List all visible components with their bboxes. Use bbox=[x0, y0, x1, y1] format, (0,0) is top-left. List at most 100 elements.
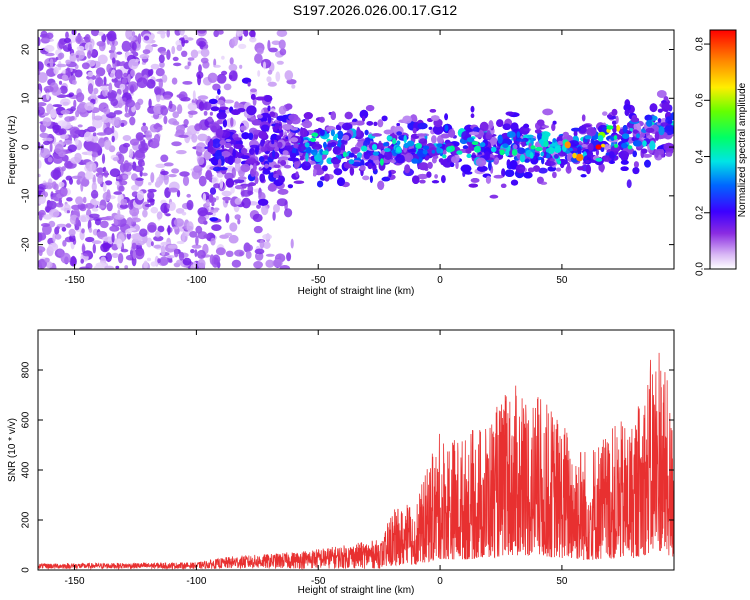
spectrogram-hotspot bbox=[502, 143, 509, 148]
spectrogram-y-label: Frequency (Hz) bbox=[7, 116, 18, 185]
spectrogram-blob bbox=[551, 123, 556, 131]
spectrogram-blob bbox=[52, 124, 62, 131]
spectrogram-blob bbox=[65, 31, 69, 39]
spectrogram-blob bbox=[160, 32, 166, 39]
spectrogram-blob bbox=[76, 45, 85, 51]
spectrogram-hotspot bbox=[557, 160, 562, 165]
spectrogram-blob bbox=[98, 137, 106, 148]
spectrogram-blob bbox=[92, 132, 97, 137]
spectrogram-x-tick-label: -100 bbox=[186, 275, 206, 286]
spectrogram-blob bbox=[90, 189, 99, 199]
spectrogram-blob bbox=[146, 79, 156, 89]
spectrogram-blob bbox=[139, 228, 148, 237]
spectrogram-blob bbox=[166, 49, 171, 60]
spectrogram-blob bbox=[517, 147, 526, 155]
spectrogram-blob bbox=[168, 259, 173, 263]
spectrogram-blob bbox=[404, 164, 411, 174]
spectrogram-blob bbox=[207, 146, 214, 153]
spectrogram-blob bbox=[141, 161, 145, 167]
spectrogram-hotspot bbox=[322, 150, 329, 155]
snr-y-tick-label: 600 bbox=[21, 411, 32, 428]
spectrogram-blob bbox=[159, 256, 169, 266]
spectrogram-blob bbox=[124, 112, 131, 118]
spectrogram-blob bbox=[250, 94, 256, 100]
spectrogram-blob bbox=[477, 165, 488, 172]
spectrogram-blob bbox=[580, 174, 587, 178]
spectrogram-blob bbox=[257, 198, 269, 206]
spectrogram-blob bbox=[429, 109, 437, 113]
spectrogram-blob bbox=[622, 125, 628, 133]
spectrogram-blob bbox=[168, 100, 173, 110]
spectrogram-hotspot bbox=[442, 154, 447, 159]
spectrogram-blob bbox=[197, 30, 206, 34]
spectrogram-hotspot bbox=[564, 141, 571, 149]
colorbar-tick-label: 0.8 bbox=[695, 37, 706, 51]
spectrogram-blob bbox=[75, 49, 85, 60]
spectrogram-blob bbox=[207, 116, 213, 122]
spectrogram-blob bbox=[221, 190, 232, 197]
spectrogram-blob bbox=[120, 248, 129, 253]
spectrogram-blob bbox=[293, 180, 305, 184]
spectrogram-blob bbox=[75, 54, 79, 59]
spectrogram-blob bbox=[90, 92, 97, 100]
spectrogram-blob bbox=[205, 170, 213, 181]
spectrogram-blob bbox=[94, 218, 102, 226]
spectrogram-blob bbox=[197, 258, 206, 269]
spectrogram-blob bbox=[667, 120, 673, 125]
spectrogram-blob bbox=[348, 152, 355, 158]
spectrogram-blob bbox=[272, 126, 278, 132]
spectrogram-blob bbox=[44, 44, 55, 53]
spectrogram-blob bbox=[265, 253, 275, 257]
spectrogram-blob bbox=[581, 144, 588, 148]
spectrogram-blob bbox=[516, 138, 527, 142]
spectrogram-blob bbox=[221, 144, 225, 149]
spectrogram-hotspot bbox=[422, 145, 430, 151]
spectrogram-blob bbox=[225, 178, 235, 188]
spectrogram-blob bbox=[250, 88, 257, 93]
spectrogram-x-tick-label: -50 bbox=[311, 275, 326, 286]
spectrogram-blob bbox=[103, 170, 109, 178]
spectrogram-blob bbox=[80, 179, 90, 187]
spectrogram-blob bbox=[253, 163, 257, 172]
snr-series-line bbox=[38, 352, 674, 570]
spectrogram-blob bbox=[92, 118, 103, 129]
spectrogram-blob bbox=[38, 173, 41, 178]
spectrogram-blob bbox=[396, 123, 401, 127]
spectrogram-blob bbox=[271, 139, 275, 145]
spectrogram-blob bbox=[363, 151, 371, 160]
spectrogram-blob bbox=[151, 44, 158, 47]
spectrogram-hotspot bbox=[511, 149, 518, 156]
spectrogram-x-label: Height of straight line (km) bbox=[298, 286, 415, 297]
spectrogram-blob bbox=[171, 45, 176, 55]
spectrogram-blob bbox=[197, 133, 208, 142]
spectrogram-blob bbox=[239, 64, 243, 69]
spectrogram-blob bbox=[441, 175, 446, 184]
spectrogram-blob bbox=[197, 74, 202, 86]
spectrogram-blob bbox=[154, 86, 162, 95]
spectrogram-hotspot bbox=[436, 143, 443, 148]
spectrogram-blob bbox=[438, 158, 444, 163]
spectrogram-blob bbox=[288, 113, 299, 121]
spectrogram-blob bbox=[356, 152, 363, 159]
spectrogram-blob bbox=[84, 34, 91, 43]
spectrogram-hotspot bbox=[642, 140, 647, 147]
spectrogram-blob bbox=[124, 265, 129, 269]
spectrogram-blob bbox=[168, 118, 178, 125]
spectrogram-blob bbox=[502, 123, 511, 130]
spectrogram-blob bbox=[166, 30, 170, 38]
spectrogram-blob bbox=[381, 115, 388, 122]
spectrogram-blob bbox=[150, 198, 155, 206]
spectrogram-blob bbox=[52, 104, 62, 108]
spectrogram-blob bbox=[290, 137, 299, 143]
spectrogram-blob bbox=[46, 200, 57, 210]
spectrogram-blob bbox=[464, 171, 473, 175]
spectrogram-blob bbox=[197, 231, 208, 240]
spectrogram-blob bbox=[262, 169, 271, 175]
spectrogram-blob bbox=[278, 105, 287, 115]
spectrogram-blob bbox=[271, 40, 281, 46]
spectrogram-blob bbox=[81, 243, 86, 254]
spectrogram-blob bbox=[163, 94, 172, 100]
spectrogram-blob bbox=[468, 131, 480, 136]
spectrogram-blob bbox=[190, 249, 195, 254]
spectrogram-blob bbox=[181, 50, 188, 57]
